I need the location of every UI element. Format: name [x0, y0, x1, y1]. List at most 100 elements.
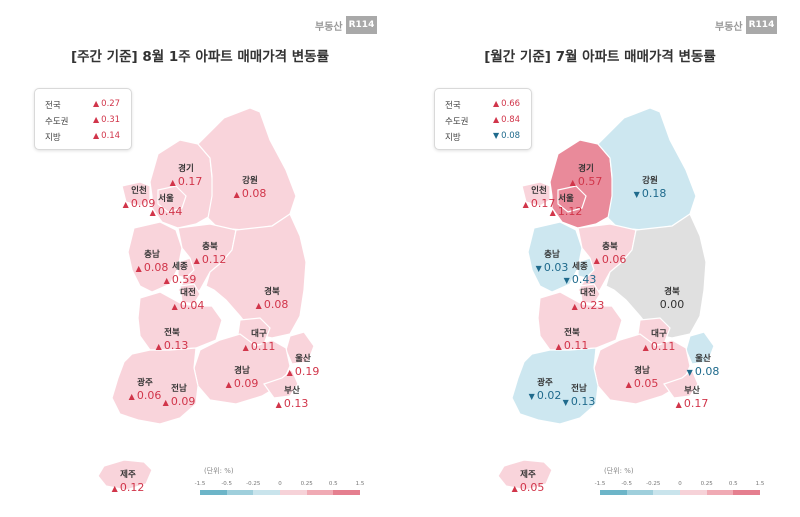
region-number: 0.44 — [157, 205, 183, 218]
up-arrow-icon: ▲ — [111, 484, 118, 493]
legend-name: 수도권 — [445, 117, 469, 127]
legend-value: ▲ 0.27 — [93, 99, 120, 109]
region-label-chungbuk: 충북 ▲ 0.12 — [194, 242, 227, 267]
summary-legend: 전국 ▲ 0.27 수도권 ▲ 0.31 지방 ▲ 0.14 — [34, 88, 132, 150]
region-value: ▲ 0.44 — [150, 205, 183, 219]
scale-swatch — [253, 490, 281, 495]
scale-tick: 0 — [278, 481, 282, 487]
region-label-jeonnam: 전남 ▼ 0.13 — [563, 384, 596, 409]
region-number: 0.57 — [577, 175, 603, 188]
down-arrow-icon: ▼ — [493, 131, 500, 140]
region-number: 0.19 — [294, 365, 320, 378]
brand-logo: 부동산 R114 — [715, 16, 778, 34]
region-name: 인천 — [131, 186, 147, 196]
region-name: 울산 — [695, 354, 711, 364]
legend-row: 수도권 ▲ 0.84 — [445, 115, 525, 129]
region-name: 세종 — [572, 262, 588, 272]
up-arrow-icon: ▲ — [93, 131, 100, 140]
legend-row: 수도권 ▲ 0.31 — [45, 115, 125, 129]
region-name: 서울 — [558, 194, 574, 204]
region-value: ▲ 0.08 — [256, 298, 289, 312]
region-name: 전북 — [564, 328, 580, 338]
scale-tick: -0.25 — [246, 481, 261, 487]
up-arrow-icon: ▲ — [93, 99, 100, 108]
legend-name: 지방 — [45, 133, 61, 143]
region-name: 인천 — [531, 186, 547, 196]
region-label-ulsan: 울산 ▲ 0.19 — [287, 354, 320, 379]
up-arrow-icon: ▲ — [193, 256, 200, 265]
region-daejeon — [179, 283, 201, 305]
region-value: ▼ 0.08 — [687, 365, 720, 379]
region-value: ▲ 0.06 — [129, 389, 162, 403]
up-arrow-icon: ▲ — [522, 200, 529, 209]
down-arrow-icon: ▼ — [563, 276, 570, 285]
brand-text: 부동산 — [715, 21, 743, 33]
region-number: 0.06 — [601, 253, 627, 266]
up-arrow-icon: ▲ — [275, 400, 282, 409]
region-value: ▲ 0.09 — [123, 197, 156, 211]
region-name: 경기 — [578, 164, 594, 174]
region-value: ▼ 0.18 — [634, 187, 667, 201]
up-arrow-icon: ▲ — [233, 190, 240, 199]
legend-value: ▲ 0.14 — [93, 131, 120, 141]
region-value: ▼ 0.02 — [529, 389, 562, 403]
region-value: ▼ 0.13 — [563, 395, 596, 409]
region-number: 0.08 — [694, 365, 720, 378]
korea-map — [497, 107, 715, 491]
region-jeju — [97, 459, 153, 491]
region-label-jeonbuk: 전북 ▲ 0.11 — [556, 328, 589, 353]
region-label-gyeongnam: 경남 ▲ 0.09 — [226, 366, 259, 391]
region-name: 충북 — [202, 242, 218, 252]
region-name: 전남 — [571, 384, 587, 394]
region-number: 0.13 — [570, 395, 596, 408]
legend-number: 0.66 — [501, 99, 521, 109]
region-name: 전남 — [171, 384, 187, 394]
region-value: ▲ 0.04 — [172, 299, 205, 313]
region-value: ▲ 0.12 — [194, 253, 227, 267]
region-value: ▲ 0.57 — [570, 175, 603, 189]
region-label-busan: 부산 ▲ 0.17 — [676, 386, 709, 411]
region-name: 경북 — [264, 287, 280, 297]
scale-tick: -0.5 — [221, 481, 233, 487]
region-name: 부산 — [684, 386, 700, 396]
region-name: 대전 — [580, 288, 596, 298]
panel-title: [월간 기준] 7월 아파트 매매가격 변동률 — [484, 49, 716, 65]
region-label-gyeonggi: 경기 ▲ 0.57 — [570, 164, 603, 189]
scale-swatch — [733, 490, 761, 495]
region-label-gyeongnam: 경남 ▲ 0.05 — [626, 366, 659, 391]
region-value: ▲ 0.17 — [170, 175, 203, 189]
unit-label: (단위: %) — [604, 467, 634, 475]
region-label-jeju: 제주 ▲ 0.12 — [112, 470, 145, 495]
legend-number: 0.31 — [101, 115, 121, 125]
region-incheon — [121, 181, 151, 207]
region-number: 0.18 — [641, 187, 667, 200]
region-label-gangwon: 강원 ▼ 0.18 — [634, 176, 667, 201]
region-label-seoul: 서울 ▲ 0.44 — [150, 194, 183, 219]
region-name: 경북 — [664, 287, 680, 297]
region-number: 0.09 — [233, 377, 259, 390]
up-arrow-icon: ▲ — [122, 200, 129, 209]
region-number: 0.59 — [171, 273, 197, 286]
region-value: ▲ 0.08 — [234, 187, 267, 201]
region-value: ▲ 0.05 — [512, 481, 545, 495]
region-number: 0.13 — [163, 339, 189, 352]
region-number: 0.09 — [170, 395, 196, 408]
scale-tick: 0.25 — [700, 481, 713, 487]
region-busan — [263, 369, 299, 399]
region-number: 0.06 — [136, 389, 162, 402]
region-name: 경기 — [178, 164, 194, 174]
down-arrow-icon: ▼ — [633, 190, 640, 199]
region-label-sejong: 세종 ▲ 0.59 — [164, 262, 197, 287]
brand-text: 부동산 — [315, 21, 343, 33]
up-arrow-icon: ▲ — [169, 178, 176, 187]
scale-tick: 1.5 — [355, 481, 365, 487]
region-jeonbuk — [537, 291, 623, 351]
region-name: 충남 — [144, 250, 160, 260]
region-label-chungbuk: 충북 ▲ 0.06 — [594, 242, 627, 267]
region-gangwon — [597, 107, 697, 231]
region-name: 강원 — [642, 176, 658, 186]
scale-tick: 0.5 — [328, 481, 338, 487]
up-arrow-icon: ▲ — [93, 115, 100, 124]
up-arrow-icon: ▲ — [571, 302, 578, 311]
legend-name: 지방 — [445, 133, 461, 143]
